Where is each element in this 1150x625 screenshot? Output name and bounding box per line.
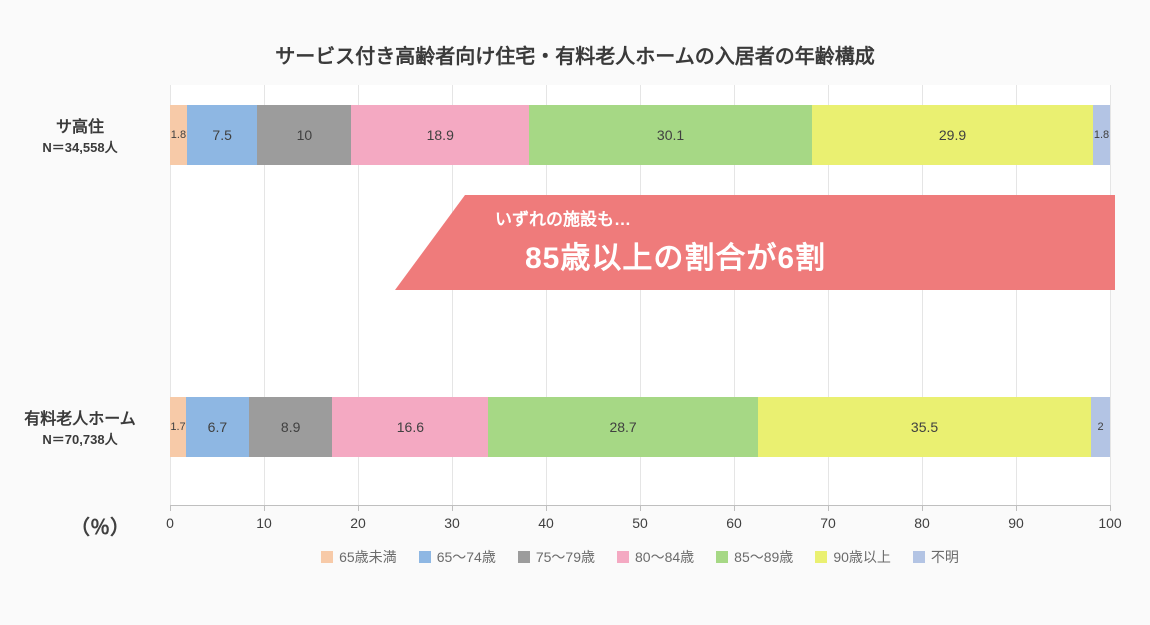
x-tick-label: 60 xyxy=(726,515,742,531)
row-name: 有料老人ホーム xyxy=(0,409,160,431)
legend-swatch xyxy=(419,551,431,563)
x-tick-mark xyxy=(452,505,453,511)
bar-segment-label: 8.9 xyxy=(281,419,300,435)
y-label-row-1: 有料老人ホーム N＝70,738人 xyxy=(0,409,160,448)
bar-segment: 18.9 xyxy=(351,105,529,165)
x-tick-mark xyxy=(546,505,547,511)
legend-item: 85～89歳 xyxy=(716,547,793,567)
bar-segment: 30.1 xyxy=(529,105,812,165)
bar-segment-label: 2 xyxy=(1098,421,1104,433)
legend: 65歳未満 65～74歳 75～79歳 80～84歳 85～89歳 90歳以上 不明 xyxy=(170,547,1110,567)
bar-segment: 29.9 xyxy=(812,105,1093,165)
x-tick-label: 100 xyxy=(1098,515,1121,531)
x-unit-label: （％） xyxy=(70,511,130,540)
callout-line1: いずれの施設も… xyxy=(495,205,631,230)
bar-segment-label: 1.8 xyxy=(171,129,186,141)
x-tick-mark xyxy=(358,505,359,511)
bar-segment: 10 xyxy=(257,105,351,165)
legend-swatch xyxy=(617,551,629,563)
plot-area: 1.8 7.5 10 18.9 30.1 29.9 1.8 1.7 6.7 8.9 16.6 28.7… xyxy=(170,85,1110,506)
legend-swatch xyxy=(815,551,827,563)
row-n: N＝70,738人 xyxy=(0,431,160,449)
legend-label: 65歳未満 xyxy=(339,547,397,567)
chart-title: サービス付き高齢者向け住宅・有料老人ホームの入居者の年齢構成 xyxy=(0,40,1150,69)
bar-segment-label: 7.5 xyxy=(212,127,231,143)
bar-segment-label: 16.6 xyxy=(397,419,424,435)
x-tick-mark xyxy=(1110,505,1111,511)
x-tick-mark xyxy=(264,505,265,511)
bar-segment-label: 29.9 xyxy=(939,127,966,143)
bar-segment-label: 6.7 xyxy=(208,419,227,435)
bar-segment-label: 10 xyxy=(297,127,313,143)
x-tick-mark xyxy=(922,505,923,511)
legend-item: 90歳以上 xyxy=(815,547,891,567)
bar-segment-label: 35.5 xyxy=(911,419,938,435)
legend-label: 85～89歳 xyxy=(734,547,793,567)
x-tick-mark xyxy=(1016,505,1017,511)
legend-label: 75～79歳 xyxy=(536,547,595,567)
legend-swatch xyxy=(518,551,530,563)
legend-swatch xyxy=(321,551,333,563)
bar-segment: 1.8 xyxy=(170,105,187,165)
x-tick-label: 0 xyxy=(166,515,174,531)
legend-item: 不明 xyxy=(913,547,959,567)
bar-segment: 8.9 xyxy=(249,397,333,457)
row-n: N＝34,558人 xyxy=(0,139,160,157)
bar-segment: 1.7 xyxy=(170,397,186,457)
bar-segment: 2 xyxy=(1091,397,1110,457)
x-tick-mark xyxy=(640,505,641,511)
legend-item: 65～74歳 xyxy=(419,547,496,567)
callout-line2: 85歳以上の割合が6割 xyxy=(525,233,826,277)
x-tick-label: 90 xyxy=(1008,515,1024,531)
legend-label: 90歳以上 xyxy=(833,547,891,567)
legend-item: 80～84歳 xyxy=(617,547,694,567)
legend-item: 65歳未満 xyxy=(321,547,397,567)
x-tick-mark xyxy=(734,505,735,511)
x-tick-label: 80 xyxy=(914,515,930,531)
x-tick-mark xyxy=(828,505,829,511)
x-tick-label: 20 xyxy=(350,515,366,531)
bar-segment-label: 1.8 xyxy=(1094,129,1109,141)
bar-row: 1.7 6.7 8.9 16.6 28.7 35.5 2 xyxy=(170,397,1110,457)
x-tick-label: 40 xyxy=(538,515,554,531)
legend-swatch xyxy=(913,551,925,563)
y-label-row-0: サ高住 N＝34,558人 xyxy=(0,117,160,156)
bar-row: 1.8 7.5 10 18.9 30.1 29.9 1.8 xyxy=(170,105,1110,165)
bar-segment: 7.5 xyxy=(187,105,258,165)
row-name: サ高住 xyxy=(0,117,160,139)
age-composition-chart: サービス付き高齢者向け住宅・有料老人ホームの入居者の年齢構成 1.87.5101… xyxy=(0,0,1150,625)
bar-segment: 35.5 xyxy=(758,397,1091,457)
bar-segment: 6.7 xyxy=(186,397,249,457)
x-tick-label: 10 xyxy=(256,515,272,531)
bar-segment-label: 28.7 xyxy=(609,419,636,435)
bar-segment-label: 30.1 xyxy=(657,127,684,143)
legend-item: 75～79歳 xyxy=(518,547,595,567)
bar-segment: 16.6 xyxy=(332,397,488,457)
bar-segment-label: 1.7 xyxy=(170,421,185,433)
legend-label: 65～74歳 xyxy=(437,547,496,567)
bar-segment: 28.7 xyxy=(488,397,758,457)
legend-swatch xyxy=(716,551,728,563)
bar-segment: 1.8 xyxy=(1093,105,1110,165)
x-tick-label: 70 xyxy=(820,515,836,531)
x-tick-label: 50 xyxy=(632,515,648,531)
grid-line xyxy=(1110,85,1111,505)
bar-segment-label: 18.9 xyxy=(427,127,454,143)
legend-label: 80～84歳 xyxy=(635,547,694,567)
x-tick-mark xyxy=(170,505,171,511)
x-tick-label: 30 xyxy=(444,515,460,531)
legend-label: 不明 xyxy=(931,547,959,567)
callout-banner: いずれの施設も… 85歳以上の割合が6割 xyxy=(395,195,1115,290)
